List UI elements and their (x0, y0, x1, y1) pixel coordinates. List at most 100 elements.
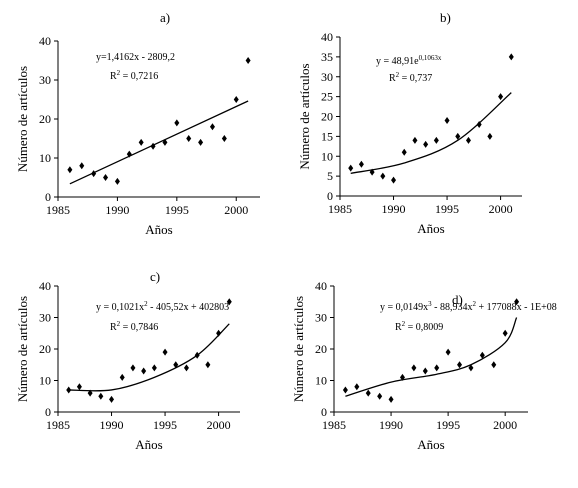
y-axis-label: Número de artículos (297, 63, 312, 169)
y-tick-label: 40 (39, 279, 51, 293)
data-point (380, 172, 386, 180)
data-point (186, 135, 192, 142)
data-point (422, 367, 428, 375)
data-point (487, 132, 493, 140)
x-tick-label: 2000 (493, 418, 517, 432)
x-tick-label: 1995 (436, 418, 460, 432)
trendline (69, 100, 249, 185)
r-squared-symbol: R (395, 322, 402, 333)
x-tick-label: 1995 (153, 418, 177, 432)
data-point (468, 364, 474, 372)
data-point (514, 298, 520, 306)
x-tick-label: 1985 (328, 202, 352, 216)
trendline-equation: y = 0,0149x3 - 88,934x2 + 177088x - 1E+0… (380, 300, 557, 313)
data-point (79, 162, 85, 170)
x-tick-label: 1990 (100, 418, 124, 432)
data-point (150, 142, 156, 150)
x-tick-label: 2000 (207, 418, 231, 432)
data-point (130, 364, 136, 372)
r-squared-symbol: R (389, 73, 396, 84)
r-squared-value: = 0,8009 (405, 322, 443, 333)
data-point (508, 53, 514, 61)
data-point (205, 361, 211, 369)
data-point (103, 174, 109, 181)
data-point (233, 96, 239, 103)
trendline (68, 323, 230, 392)
data-point (141, 367, 147, 375)
data-point (502, 329, 508, 337)
data-point (479, 351, 485, 359)
r-squared-label: R2 = 0,8009 (395, 320, 443, 333)
data-point (216, 329, 222, 337)
r-squared-sup: 2 (117, 69, 121, 77)
y-tick-label: 10 (39, 151, 51, 165)
chart-panel-4: 0 10 20 30 40 1985 1990 1995 2000 Años Número de a… (291, 279, 557, 452)
equation-part: + 177088x - 1E+08 (476, 302, 557, 313)
y-axis-label: Número de artículos (291, 296, 306, 402)
data-point (183, 364, 189, 372)
equation-part: 3 (428, 300, 432, 308)
chart-panel-1: 0 10 20 30 40 1985 1990 1995 2000 Años Número de a… (15, 10, 260, 237)
data-point (358, 160, 364, 168)
data-point (455, 132, 461, 140)
r-squared-label: R2 = 0,737 (389, 71, 432, 84)
equation-part: y = 0,0149x (380, 302, 428, 313)
equation-part: 2 (144, 300, 148, 308)
data-point (126, 150, 132, 158)
equation-part: - 405,52x + 402803 (148, 302, 229, 313)
y-tick-label: 10 (315, 374, 327, 388)
data-point (87, 389, 93, 397)
trendline-equation: y = 0,1021x2 - 405,52x + 402803 (96, 300, 229, 313)
equation-part: y = 0,1021x (96, 302, 144, 313)
data-point (67, 166, 73, 174)
data-point (194, 351, 200, 359)
chart-panel-3: 0 10 20 30 40 1985 1990 1995 2000 Años Número de a… (15, 269, 240, 452)
trendline (350, 92, 512, 174)
y-tick-label: 25 (321, 90, 333, 104)
data-point (391, 176, 397, 184)
y-tick-label: 10 (39, 374, 51, 388)
equation-part: - 88,934x (432, 302, 473, 313)
r-squared-symbol: R (110, 322, 117, 333)
data-point (354, 383, 360, 391)
data-point (245, 57, 251, 64)
data-point (401, 148, 407, 156)
y-tick-label: 20 (321, 110, 333, 124)
x-tick-label: 1995 (435, 202, 459, 216)
r-squared-label: R2 = 0,7216 (110, 69, 158, 82)
data-point (138, 138, 144, 146)
data-point (162, 138, 168, 146)
data-point (119, 373, 125, 381)
y-tick-label: 5 (327, 169, 333, 183)
data-point (491, 361, 497, 369)
data-point (433, 136, 439, 144)
y-tick-label: 0 (321, 405, 327, 419)
panel-label: b) (440, 10, 451, 25)
data-point (198, 138, 204, 146)
data-point (91, 170, 97, 178)
x-tick-label: 1990 (379, 418, 403, 432)
data-point (151, 364, 157, 372)
y-axis-label: Número de artículos (15, 296, 30, 402)
x-tick-label: 2000 (489, 202, 513, 216)
y-tick-label: 30 (39, 73, 51, 87)
data-point (388, 395, 394, 403)
y-tick-label: 10 (321, 149, 333, 163)
x-axis-label: Años (417, 437, 444, 452)
r-squared-value: = 0,7216 (120, 71, 158, 82)
y-tick-label: 20 (315, 342, 327, 356)
y-axis-label: Número de artículos (15, 66, 30, 172)
y-tick-label: 35 (321, 50, 333, 64)
data-point (369, 168, 375, 176)
data-point (209, 123, 215, 131)
r-squared-sup: 2 (117, 320, 121, 328)
data-point (434, 364, 440, 372)
data-point (465, 136, 471, 144)
r-squared-symbol: R (110, 71, 117, 82)
r-squared-value: = 0,7846 (120, 322, 158, 333)
panel-label: c) (150, 269, 160, 284)
data-point (476, 120, 482, 128)
data-point (114, 177, 120, 185)
x-tick-label: 1990 (105, 203, 129, 217)
